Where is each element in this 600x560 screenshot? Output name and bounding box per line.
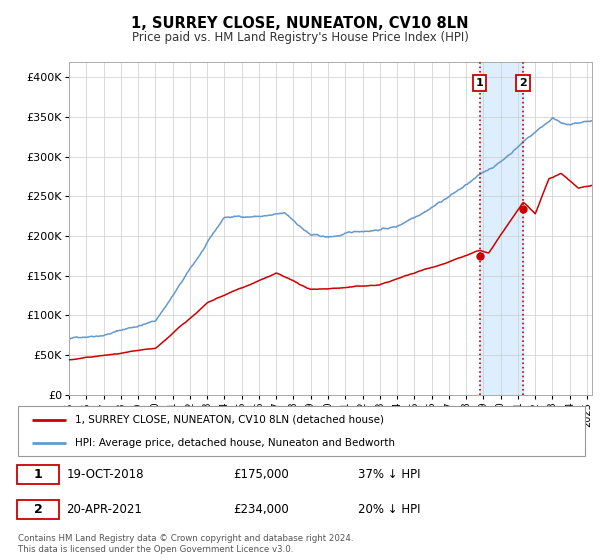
Text: 1: 1: [476, 78, 484, 88]
Text: 37% ↓ HPI: 37% ↓ HPI: [358, 468, 421, 481]
Text: £234,000: £234,000: [233, 503, 289, 516]
Text: HPI: Average price, detached house, Nuneaton and Bedworth: HPI: Average price, detached house, Nune…: [75, 438, 395, 448]
Text: Price paid vs. HM Land Registry's House Price Index (HPI): Price paid vs. HM Land Registry's House …: [131, 31, 469, 44]
Text: £175,000: £175,000: [233, 468, 289, 481]
Bar: [480, 62, 523, 395]
Text: 20% ↓ HPI: 20% ↓ HPI: [358, 503, 421, 516]
Text: 2: 2: [34, 503, 43, 516]
FancyBboxPatch shape: [17, 501, 59, 519]
Text: Contains HM Land Registry data © Crown copyright and database right 2024.
This d: Contains HM Land Registry data © Crown c…: [18, 534, 353, 554]
Text: 1, SURREY CLOSE, NUNEATON, CV10 8LN: 1, SURREY CLOSE, NUNEATON, CV10 8LN: [131, 16, 469, 31]
Text: 19-OCT-2018: 19-OCT-2018: [66, 468, 143, 481]
FancyBboxPatch shape: [18, 406, 585, 456]
Text: 1, SURREY CLOSE, NUNEATON, CV10 8LN (detached house): 1, SURREY CLOSE, NUNEATON, CV10 8LN (det…: [75, 414, 384, 424]
Text: 20-APR-2021: 20-APR-2021: [66, 503, 142, 516]
Text: 1: 1: [34, 468, 43, 481]
Text: 2: 2: [519, 78, 527, 88]
FancyBboxPatch shape: [17, 465, 59, 484]
